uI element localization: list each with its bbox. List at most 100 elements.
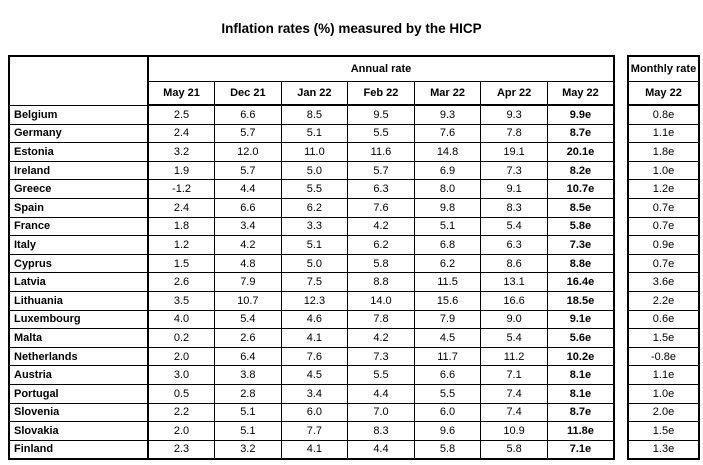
monthly-value-cell: 1.0e <box>627 383 700 404</box>
table-row: 3.6e <box>627 272 700 292</box>
annual-value-cell: 15.6 <box>413 290 482 311</box>
annual-value-cell: 5.1 <box>280 123 349 144</box>
annual-table-body: Belgium 2.5 6.6 8.5 9.5 9.3 9.3 9.9e Germany 2.4 5… <box>8 104 615 460</box>
annual-value-cell: 9.1e <box>546 309 615 330</box>
annual-value-cell: 1.5 <box>147 253 216 274</box>
annual-value-cell: 4.5 <box>280 365 349 385</box>
annual-value-cell: 0.5 <box>147 383 216 404</box>
annual-value-cell: 7.3e <box>546 235 615 255</box>
annual-value-cell: 5.1 <box>280 235 349 255</box>
annual-value-cell: 8.5 <box>280 104 349 125</box>
annual-value-cell: 10.2e <box>546 346 615 367</box>
country-cell: Germany <box>8 123 149 144</box>
annual-value-cell: 11.7 <box>413 346 482 367</box>
annual-value-cell: 2.2 <box>147 402 216 423</box>
annual-value-cell: 7.3 <box>480 160 548 181</box>
annual-value-cell: 7.0 <box>347 402 415 423</box>
table-row: Germany 2.4 5.7 5.1 5.5 7.6 7.8 8.7e <box>8 123 615 144</box>
annual-value-cell: 9.3 <box>413 104 482 125</box>
annual-group-header-row: Annual rate <box>8 55 615 106</box>
monthly-value-cell: 1.5e <box>627 421 700 441</box>
table-row: 1.8e <box>627 142 700 162</box>
monthly-table-body: 0.8e 1.1e 1.8e 1.0e 1.2e 0.7e 0.7e 0.9e 0.7e 3.6e… <box>627 104 700 460</box>
annual-value-cell: 5.4 <box>214 309 282 330</box>
table-row: Portugal 0.5 2.8 3.4 4.4 5.5 7.4 8.1e <box>8 383 615 404</box>
table-row: 2.0e <box>627 402 700 423</box>
monthly-value-cell: 0.7e <box>627 216 700 237</box>
table-row: 1.0e <box>627 383 700 404</box>
annual-value-cell: -1.2 <box>147 179 216 199</box>
monthly-value-cell: 1.1e <box>627 365 700 385</box>
annual-value-cell: 5.4 <box>480 328 548 348</box>
table-row: Netherlands 2.0 6.4 7.6 7.3 11.7 11.2 10.2e <box>8 346 615 367</box>
annual-value-cell: 9.5 <box>347 104 415 125</box>
table-row: Malta 0.2 2.6 4.1 4.2 4.5 5.4 5.6e <box>8 328 615 348</box>
annual-value-cell: 5.8 <box>413 439 482 460</box>
country-cell: Slovenia <box>8 402 149 423</box>
annual-value-cell: 5.8 <box>347 253 415 274</box>
annual-value-cell: 2.0 <box>147 421 216 441</box>
annual-value-cell: 1.9 <box>147 160 216 181</box>
annual-rate-table: Annual rate May 21 Dec 21 Jan 22 Feb 22 … <box>8 55 615 461</box>
annual-value-cell: 7.8 <box>480 123 548 144</box>
tables-container: Annual rate May 21 Dec 21 Jan 22 Feb 22 … <box>8 55 700 461</box>
annual-value-cell: 7.1 <box>480 365 548 385</box>
annual-value-cell: 4.5 <box>413 328 482 348</box>
annual-value-cell: 13.1 <box>480 272 548 292</box>
annual-value-cell: 19.1 <box>480 142 548 162</box>
monthly-value-cell: 1.5e <box>627 328 700 348</box>
annual-value-cell: 7.6 <box>280 346 349 367</box>
annual-value-cell: 8.2e <box>546 160 615 181</box>
country-cell: Italy <box>8 235 149 255</box>
monthly-rate-group-header: Monthly rate <box>627 55 700 82</box>
annual-value-cell: 9.3 <box>480 104 548 125</box>
annual-value-cell: 2.4 <box>147 197 216 218</box>
monthly-rate-table: Monthly rate May 22 0.8e 1.1e 1.8e 1.0e 1.2e… <box>627 55 700 461</box>
table-row: France 1.8 3.4 3.3 4.2 5.1 5.4 5.8e <box>8 216 615 237</box>
annual-rate-group-header: Annual rate <box>147 55 615 82</box>
table-row: 0.7e <box>627 197 700 218</box>
country-cell: Slovakia <box>8 421 149 441</box>
annual-value-cell: 3.3 <box>280 216 349 237</box>
annual-value-cell: 4.2 <box>214 235 282 255</box>
annual-value-cell: 7.4 <box>480 402 548 423</box>
annual-value-cell: 1.8 <box>147 216 216 237</box>
annual-value-cell: 10.7e <box>546 179 615 199</box>
annual-value-cell: 1.2 <box>147 235 216 255</box>
annual-value-cell: 4.2 <box>347 216 415 237</box>
country-cell: Portugal <box>8 383 149 404</box>
annual-value-cell: 5.8e <box>546 216 615 237</box>
annual-value-cell: 3.2 <box>214 439 282 460</box>
annual-value-cell: 7.4 <box>480 383 548 404</box>
annual-value-cell: 7.6 <box>347 197 415 218</box>
country-cell: Spain <box>8 197 149 218</box>
annual-value-cell: 7.9 <box>413 309 482 330</box>
annual-value-cell: 8.8e <box>546 253 615 274</box>
monthly-value-cell: 0.7e <box>627 197 700 218</box>
country-cell: Luxembourg <box>8 309 149 330</box>
annual-value-cell: 6.4 <box>214 346 282 367</box>
annual-value-cell: 8.7e <box>546 402 615 423</box>
annual-value-cell: 9.8 <box>413 197 482 218</box>
annual-value-cell: 20.1e <box>546 142 615 162</box>
annual-value-cell: 8.8 <box>347 272 415 292</box>
country-cell: Ireland <box>8 160 149 181</box>
annual-value-cell: 9.9e <box>546 104 615 125</box>
monthly-value-cell: 3.6e <box>627 272 700 292</box>
monthly-value-cell: 1.0e <box>627 160 700 181</box>
annual-value-cell: 8.5e <box>546 197 615 218</box>
annual-value-cell: 3.5 <box>147 290 216 311</box>
annual-value-cell: 5.5 <box>413 383 482 404</box>
column-header-may21: May 21 <box>147 81 216 106</box>
annual-value-cell: 2.6 <box>214 328 282 348</box>
annual-value-cell: 12.0 <box>214 142 282 162</box>
country-cell: Austria <box>8 365 149 385</box>
table-row: 0.9e <box>627 235 700 255</box>
annual-value-cell: 6.6 <box>214 197 282 218</box>
column-header-apr22: Apr 22 <box>480 81 548 106</box>
monthly-value-cell: 2.2e <box>627 290 700 311</box>
country-cell: Cyprus <box>8 253 149 274</box>
annual-value-cell: 14.8 <box>413 142 482 162</box>
country-cell: Finland <box>8 439 149 460</box>
